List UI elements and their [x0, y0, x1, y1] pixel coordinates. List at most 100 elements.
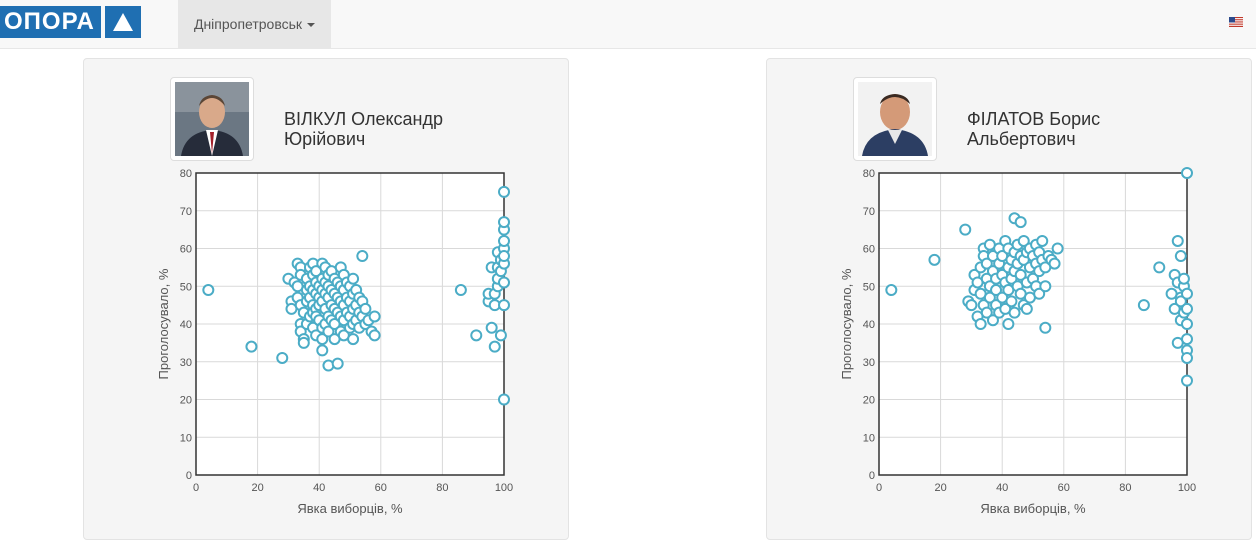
- y-tick-label: 10: [863, 432, 875, 444]
- data-point[interactable]: [1174, 250, 1187, 263]
- data-point[interactable]: [368, 329, 381, 342]
- data-point[interactable]: [202, 284, 215, 297]
- data-point[interactable]: [297, 336, 310, 349]
- y-tick-label: 80: [863, 168, 875, 180]
- data-point[interactable]: [322, 325, 335, 338]
- candidate-name-line1: ФІЛАТОВ Борис: [967, 109, 1101, 129]
- data-point[interactable]: [498, 276, 510, 289]
- data-point[interactable]: [983, 291, 996, 304]
- triangle-logo-icon: [104, 6, 141, 38]
- candidate-panel-2: ФІЛАТОВ Борис Альбертович 0 20 40 60 80 100 0 1…: [766, 58, 1252, 540]
- data-point[interactable]: [1181, 318, 1193, 330]
- candidate-name-line2: Юрійович: [284, 129, 366, 149]
- data-point[interactable]: [498, 185, 510, 198]
- y-tick-label: 0: [869, 470, 875, 482]
- y-tick-label: 10: [180, 432, 192, 444]
- y-tick-label: 70: [180, 206, 192, 218]
- data-point[interactable]: [1174, 295, 1187, 308]
- data-point[interactable]: [1014, 216, 1027, 229]
- data-point[interactable]: [245, 340, 258, 353]
- data-point[interactable]: [1002, 318, 1015, 330]
- data-point[interactable]: [368, 310, 381, 323]
- data-point[interactable]: [1177, 272, 1190, 285]
- x-axis-label: Явка виборців, %: [980, 501, 1086, 516]
- x-tick-label: 0: [876, 482, 882, 494]
- data-point[interactable]: [1153, 261, 1166, 274]
- candidate-name-line2: Альбертович: [967, 129, 1076, 149]
- x-tick-label: 40: [996, 482, 1008, 494]
- data-point[interactable]: [1181, 351, 1193, 364]
- x-tick-label: 100: [495, 482, 513, 494]
- data-point[interactable]: [928, 253, 941, 266]
- data-point[interactable]: [494, 329, 507, 342]
- us-flag-icon[interactable]: [1229, 17, 1243, 27]
- data-point[interactable]: [1171, 234, 1184, 247]
- data-point[interactable]: [498, 299, 510, 312]
- logo-text: ОПОРА: [0, 6, 101, 38]
- data-point[interactable]: [974, 318, 987, 330]
- data-point[interactable]: [347, 333, 360, 346]
- y-tick-label: 50: [180, 281, 192, 293]
- city-dropdown[interactable]: Дніпропетровськ: [178, 0, 331, 48]
- data-point[interactable]: [498, 393, 510, 406]
- data-point[interactable]: [1005, 295, 1018, 308]
- data-point[interactable]: [454, 284, 467, 297]
- data-point[interactable]: [1008, 306, 1021, 319]
- candidate-name: ФІЛАТОВ Борис Альбертович: [967, 109, 1187, 149]
- data-point[interactable]: [1017, 234, 1030, 247]
- data-point[interactable]: [1181, 302, 1193, 315]
- data-point[interactable]: [1039, 280, 1052, 293]
- data-point[interactable]: [1033, 287, 1046, 300]
- data-point[interactable]: [359, 302, 372, 315]
- scatter-chart: 0 20 40 60 80 100 0 10 20 30 40 50 60 70 80 Явка виборц…: [839, 167, 1196, 516]
- data-point[interactable]: [276, 351, 289, 364]
- data-point[interactable]: [347, 272, 360, 285]
- data-point[interactable]: [316, 333, 329, 346]
- data-point[interactable]: [498, 250, 510, 263]
- data-point[interactable]: [488, 340, 501, 353]
- y-tick-label: 60: [180, 244, 192, 256]
- candidate-name: ВІЛКУЛ Олександр Юрійович: [284, 109, 504, 149]
- data-point[interactable]: [965, 299, 978, 312]
- data-point[interactable]: [1181, 333, 1193, 346]
- data-point[interactable]: [356, 250, 369, 263]
- data-point[interactable]: [1039, 321, 1052, 334]
- opora-logo[interactable]: ОПОРА: [0, 6, 141, 38]
- top-navbar: ОПОРА Дніпропетровськ: [0, 0, 1256, 49]
- data-point[interactable]: [316, 344, 329, 357]
- data-point[interactable]: [885, 284, 898, 297]
- y-axis-label: Проголосувало, %: [839, 268, 854, 379]
- data-point[interactable]: [331, 357, 344, 370]
- data-point[interactable]: [1020, 302, 1033, 315]
- data-point[interactable]: [498, 216, 510, 229]
- y-tick-label: 80: [180, 168, 192, 180]
- data-point[interactable]: [986, 314, 999, 327]
- data-point[interactable]: [485, 321, 498, 334]
- data-point[interactable]: [1014, 268, 1027, 281]
- plot-frame: [195, 172, 505, 476]
- data-point[interactable]: [1181, 287, 1193, 300]
- y-tick-label: 0: [186, 470, 192, 482]
- data-point[interactable]: [470, 329, 483, 342]
- caret-down-icon: [307, 23, 316, 27]
- data-point[interactable]: [498, 234, 510, 247]
- candidate-photo: [170, 77, 254, 161]
- data-point[interactable]: [990, 284, 1003, 297]
- x-tick-label: 80: [1119, 482, 1131, 494]
- y-tick-label: 50: [863, 281, 875, 293]
- data-point[interactable]: [1137, 299, 1150, 312]
- y-tick-label: 20: [180, 395, 192, 407]
- data-point[interactable]: [1036, 234, 1049, 247]
- x-tick-label: 80: [436, 482, 448, 494]
- data-point[interactable]: [980, 257, 993, 270]
- data-point[interactable]: [959, 223, 972, 236]
- data-point[interactable]: [1181, 167, 1193, 179]
- data-point[interactable]: [1051, 242, 1064, 255]
- data-point[interactable]: [1048, 257, 1061, 270]
- data-point[interactable]: [980, 306, 993, 319]
- candidate-portrait-icon: [858, 82, 932, 156]
- data-point[interactable]: [1181, 374, 1193, 387]
- y-tick-label: 70: [863, 206, 875, 218]
- y-tick-label: 40: [180, 319, 192, 331]
- candidate-name-line1: ВІЛКУЛ Олександр: [284, 109, 444, 129]
